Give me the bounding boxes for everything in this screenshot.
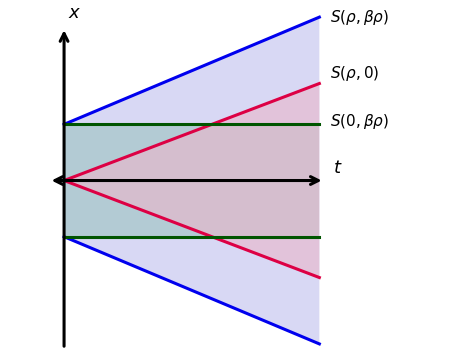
Text: $t$: $t$ <box>333 159 342 177</box>
Text: $S(\rho, 0)$: $S(\rho, 0)$ <box>329 64 378 83</box>
Polygon shape <box>64 125 319 237</box>
Text: $S(0, \beta\rho)$: $S(0, \beta\rho)$ <box>329 112 388 131</box>
Polygon shape <box>64 84 319 278</box>
Polygon shape <box>64 17 319 344</box>
Text: $x$: $x$ <box>68 4 81 22</box>
Text: $S(\rho, \beta\rho)$: $S(\rho, \beta\rho)$ <box>329 8 388 27</box>
